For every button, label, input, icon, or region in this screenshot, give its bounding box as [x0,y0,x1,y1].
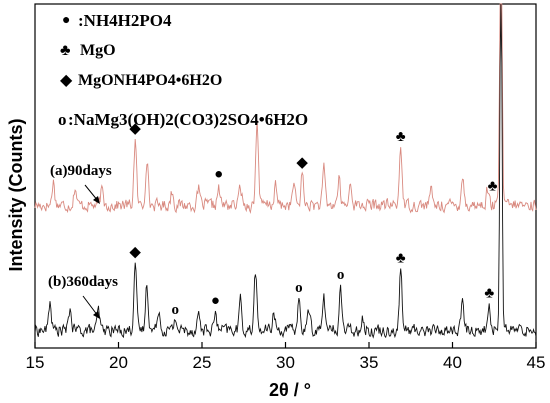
x-tick-label: 25 [193,353,212,372]
legend-label-mgo: MgO [80,42,116,59]
club-icon: ♣ [60,42,71,59]
x-tick-label: 15 [26,353,45,372]
y-axis-title: Intensity (Counts) [6,119,26,272]
open-circle-icon: o [58,110,67,129]
arrow-head-a [93,196,100,204]
legend-item-namg: o :NaMg3(OH)2(CO3)2SO4•6H2O [58,110,308,129]
club-icon: ♣ [396,129,406,145]
legend-label-namg: :NaMg3(OH)2(CO3)2SO4•6H2O [68,110,308,129]
club-icon: ♣ [488,178,498,194]
legend-label-struvite: MgONH4PO4•6H2O [78,72,222,89]
legend-item-mgo: ♣ MgO [60,42,116,59]
series-line-360days [34,3,537,339]
filled-circle-icon: ● [214,166,223,182]
series-label-b-text: (b)360days [48,274,118,290]
series-label-a-text: (a)90days [50,163,112,179]
x-tick-label: 20 [109,353,128,372]
x-tick-label: 30 [276,353,295,372]
open-circle-icon: o [172,302,180,318]
arrow-head-b [93,311,100,319]
x-tick-label: 45 [527,353,546,372]
open-circle-icon: o [337,267,345,283]
diamond-icon: ◆ [129,121,141,137]
peak-annotations: ◆ ● ◆ ♣ ♣ ◆ o ● o o ♣ ♣ [129,121,497,318]
x-axis-ticks: 15 20 25 30 35 40 45 [26,342,546,372]
arrow-line-b [82,295,99,317]
series-label-a: (a)90days [50,163,112,204]
series-label-b: (b)360days [48,274,118,319]
filled-circle-icon: ● [211,293,220,309]
filled-circle-icon: ● [62,13,70,28]
series-layer [34,3,537,339]
x-tick-label: 40 [443,353,462,372]
legend-item-nh4h2po4: ● :NH4H2PO4 [62,11,172,30]
legend-label-nh4h2po4: :NH4H2PO4 [78,11,172,30]
series-line-90days [34,3,537,214]
legend-item-struvite: ◆ MgONH4PO4•6H2O [60,72,222,89]
club-icon: ♣ [484,285,494,301]
legend: ● :NH4H2PO4 ♣ MgO ◆ MgONH4PO4•6H2O o :Na… [58,11,308,129]
diamond-icon: ◆ [60,72,73,89]
x-axis-title: 2θ / ° [269,380,311,400]
open-circle-icon: o [295,280,303,296]
diamond-icon: ◆ [129,245,141,261]
x-tick-label: 35 [360,353,379,372]
diamond-icon: ◆ [296,155,308,171]
club-icon: ♣ [396,250,406,266]
